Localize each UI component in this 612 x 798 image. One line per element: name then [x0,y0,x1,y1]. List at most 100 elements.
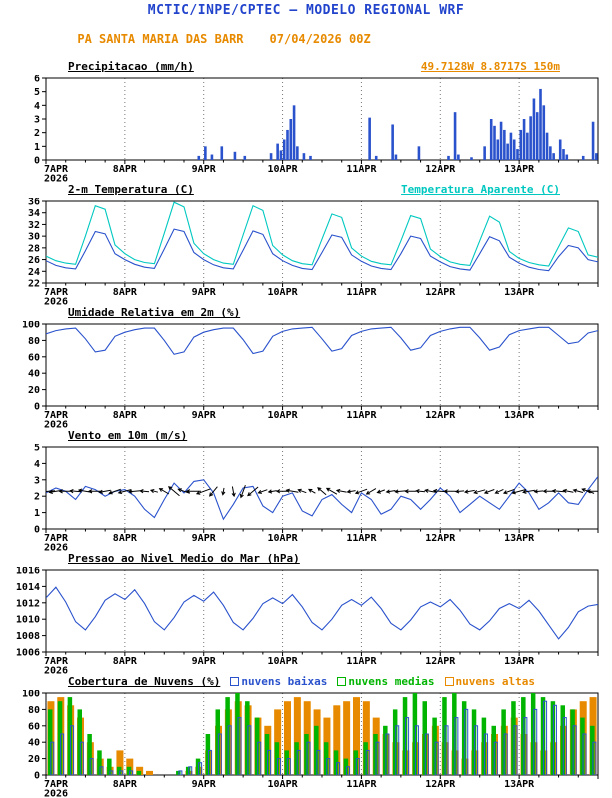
precip-bar [283,140,286,161]
cloud-mid-bar [492,726,497,775]
cloud-mid-bar [472,709,477,775]
model-title: MCTIC/INPE/CPTEC — MODELO REGIONAL WRF [0,3,612,18]
y-tick-label: 36 [28,198,40,208]
precip-bar [592,122,595,160]
wind-arrow-icon [387,490,396,493]
wind-arrow-icon [160,489,169,494]
y-tick-label: 20 [28,385,40,396]
wind-arrow-icon [327,488,337,494]
precip-bar [510,133,513,160]
precipitacao-title-row: Precipitacao (mm/h)49.7128W 8.8717S 150m [0,60,612,75]
precip-bar [546,133,549,160]
year-label: 2026 [44,297,68,307]
precip-bar [276,144,279,160]
x-tick-label: 8APR [113,779,138,790]
cloud-mid-bar [511,701,516,775]
y-tick-label: 0 [34,771,40,782]
y-tick-label: 1 [34,508,40,519]
y-tick-label: 100 [22,321,40,331]
run-datetime: 07/04/2026 00Z [270,32,371,46]
x-tick-label: 10APR [268,533,299,544]
wind-arrow-icon [367,489,376,494]
x-tick-label: 13APR [504,287,535,298]
plot-frame [46,570,598,652]
precip-bar [204,146,207,160]
panel-title: Pressao ao Nivel Medio do Mar (hPa) [68,552,300,565]
cloud-mid-bar [393,709,398,775]
cloud-mid-bar [235,693,240,775]
wind-arrow-icon [309,489,316,493]
cloud-mid-bar [423,701,428,775]
x-tick-label: 12APR [425,533,456,544]
x-tick-label: 8APR [113,533,138,544]
y-tick-label: 5 [34,87,40,98]
x-tick-label: 11APR [346,164,377,175]
y-tick-label: 4 [34,101,40,112]
cloud-mid-bar [68,697,73,775]
wind-arrow-icon [287,489,299,492]
cobertura-nuvens-series [47,693,596,775]
precip-bar [549,146,552,160]
wind-arrow-icon [485,490,495,494]
y-tick-label: 24 [28,267,40,278]
y-tick-label: 60 [28,721,40,732]
wind-arrow-icon [544,490,554,493]
precip-bar [493,126,496,160]
series-line [46,327,598,354]
pressao-nivel-mar-series [46,587,598,639]
y-tick-label: 20 [28,754,40,765]
wind-arrow-icon [337,489,347,492]
x-tick-label: 11APR [346,533,377,544]
precipitacao-series [197,89,597,160]
x-tick-label: 8APR [113,656,138,667]
x-tick-label: 12APR [425,779,456,790]
y-tick-label: 4 [34,459,40,470]
temperatura-2m-series [46,202,598,271]
cloud-mid-bar [373,734,378,775]
x-tick-label: 10APR [268,410,299,421]
legend-swatch-icon [445,677,454,686]
x-tick-label: 10APR [268,779,299,790]
x-tick-label: 11APR [346,779,377,790]
cloud-mid-bar [186,767,191,775]
cloud-mid-bar [403,697,408,775]
header: MCTIC/INPE/CPTEC — MODELO REGIONAL WRF P… [0,0,612,60]
precip-bar [562,149,565,160]
precip-bar [565,155,568,160]
wind-arrow-icon [298,489,306,492]
precip-bar [296,146,299,160]
series-line [46,477,598,520]
wind-arrow-icon [574,489,583,492]
x-tick-label: 12APR [425,656,456,667]
wind-arrow-icon [405,490,416,493]
cloud-mid-bar [561,705,566,775]
cloud-mid-bar [216,709,221,775]
year-label: 2026 [44,789,68,798]
cloud-mid-bar [58,701,63,775]
cloud-mid-bar [541,697,546,775]
precip-bar [391,124,394,160]
legend-swatch-icon [337,677,346,686]
wind-arrow-icon [169,487,180,496]
x-tick-label: 9APR [192,656,217,667]
cloud-mid-bar [363,742,368,775]
x-tick-label: 8APR [113,164,138,175]
precip-bar [270,153,273,160]
y-tick-label: 2 [34,492,40,503]
cloud-mid-bar [590,726,595,775]
legend-item: nuvens baixas [230,675,327,688]
wind-arrow-icon [563,489,573,492]
wind-arrow-icon [210,487,218,496]
x-tick-label: 12APR [425,287,456,298]
cloud-high-bar [146,771,153,775]
precip-bar [375,156,378,160]
cloud-mid-bar [521,697,526,775]
y-tick-label: 26 [28,255,40,266]
wind-arrow-icon [416,490,425,493]
y-tick-label: 1016 [16,567,40,577]
